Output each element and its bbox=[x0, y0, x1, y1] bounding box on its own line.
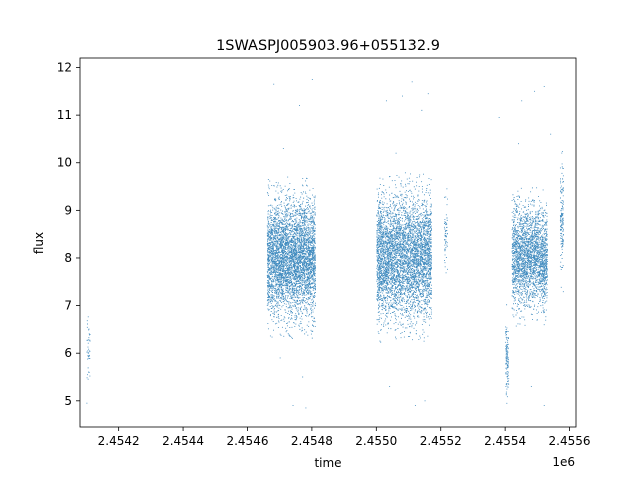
y-tick-label: 11 bbox=[57, 108, 72, 122]
y-tick-label: 10 bbox=[57, 156, 72, 170]
y-tick-label: 7 bbox=[64, 299, 72, 313]
y-axis-ticks: 5 6 7 8 9 10 11 12 bbox=[57, 61, 80, 408]
x-tick-label: 2.4546 bbox=[226, 434, 268, 448]
y-tick-label: 6 bbox=[64, 346, 72, 360]
x-tick-label: 2.4554 bbox=[484, 434, 526, 448]
y-tick-label: 8 bbox=[64, 251, 72, 265]
plot-frame bbox=[79, 57, 577, 428]
y-tick-label: 5 bbox=[64, 394, 72, 408]
chart-title: 1SWASPJ005903.96+055132.9 bbox=[216, 38, 440, 54]
x-tick-label: 2.4550 bbox=[355, 434, 397, 448]
x-tick-label: 2.4552 bbox=[420, 434, 462, 448]
y-tick-label: 12 bbox=[57, 61, 72, 75]
y-axis-label: flux bbox=[32, 232, 46, 254]
x-axis-ticks: 2.4542 2.4544 2.4546 2.4548 2.4550 2.4552 2.45… bbox=[98, 427, 591, 448]
x-tick-label: 2.4556 bbox=[549, 434, 591, 448]
data-point-cloud bbox=[86, 78, 564, 409]
x-tick-label: 2.4548 bbox=[291, 434, 333, 448]
x-offset-label: 1e6 bbox=[552, 455, 575, 469]
data-points bbox=[86, 78, 564, 409]
x-tick-label: 2.4544 bbox=[162, 434, 204, 448]
x-axis-label: time bbox=[314, 456, 341, 470]
y-tick-label: 9 bbox=[64, 203, 72, 217]
x-tick-label: 2.4542 bbox=[98, 434, 140, 448]
